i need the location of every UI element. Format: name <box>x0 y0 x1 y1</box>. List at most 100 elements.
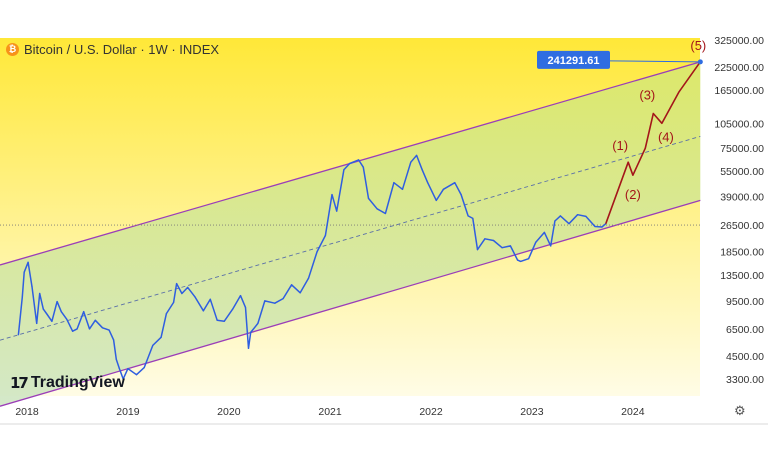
x-tick-label: 2022 <box>419 406 443 418</box>
channel-lower-line <box>0 199 701 407</box>
price-point <box>76 328 78 330</box>
y-tick-label: 75000.00 <box>720 143 764 155</box>
price-point <box>554 220 556 222</box>
price-point <box>264 300 266 302</box>
price-axis-background <box>700 38 768 396</box>
price-point <box>152 344 154 346</box>
chart-title: ₿ Bitcoin / U.S. Dollar · 1W · INDEX <box>6 42 219 57</box>
price-point <box>476 249 479 251</box>
price-point <box>94 319 96 321</box>
y-tick-label: 225000.00 <box>714 62 764 74</box>
price-point <box>247 347 250 349</box>
wave-label: (2) <box>625 187 641 202</box>
price-point <box>135 374 138 376</box>
price-point <box>194 296 196 298</box>
y-tick-label: 325000.00 <box>714 35 764 47</box>
y-tick-label: 39000.00 <box>720 192 764 204</box>
price-point <box>509 245 511 247</box>
price-point <box>36 322 38 324</box>
price-point <box>282 298 284 300</box>
price-point <box>307 277 310 279</box>
price-point <box>442 188 444 190</box>
tradingview-logo-text: TradingView <box>30 374 125 391</box>
price-point <box>492 239 495 242</box>
y-tick-label: 3300.00 <box>726 374 764 386</box>
price-point <box>173 301 175 303</box>
price-point <box>291 284 293 286</box>
price-point <box>108 329 110 331</box>
price-point <box>331 194 333 196</box>
price-point <box>209 298 211 300</box>
y-tick-label: 4500.00 <box>726 351 764 363</box>
y-tick-label: 13500.00 <box>720 270 764 282</box>
price-point <box>165 313 167 315</box>
price-point <box>143 367 145 369</box>
price-point <box>427 182 429 184</box>
price-point <box>376 208 378 210</box>
price-point <box>88 328 91 330</box>
price-point <box>324 234 326 237</box>
price-point <box>343 169 345 171</box>
price-point <box>550 245 552 247</box>
price-point <box>27 261 29 263</box>
price-point <box>358 159 360 161</box>
y-tick-label: 55000.00 <box>720 166 764 178</box>
price-point <box>349 162 351 165</box>
price-point <box>467 215 469 217</box>
price-point <box>517 259 519 261</box>
price-point <box>421 169 423 171</box>
price-point <box>17 334 19 336</box>
projection-line <box>605 61 701 224</box>
time-axis-background <box>0 396 768 424</box>
price-point <box>176 283 178 285</box>
x-tick-label: 2018 <box>15 406 39 418</box>
x-tick-label: 2021 <box>318 406 342 418</box>
price-point <box>160 336 162 338</box>
price-point <box>127 368 129 370</box>
price-point <box>39 292 41 295</box>
price-point <box>336 210 338 212</box>
price-point <box>223 320 225 322</box>
x-tick-label: 2024 <box>621 406 645 418</box>
x-tick-label: 2019 <box>116 406 140 418</box>
price-point <box>244 306 247 308</box>
wave-label: (5) <box>690 38 706 53</box>
price-point <box>460 194 462 196</box>
wave-label: (3) <box>639 87 655 102</box>
price-point <box>585 215 587 217</box>
price-point <box>250 331 252 333</box>
price-point <box>72 330 74 332</box>
price-tag-connector <box>609 60 701 63</box>
price-point <box>46 313 48 316</box>
price-point <box>568 223 570 225</box>
price-point <box>51 320 53 322</box>
price-point <box>543 231 546 233</box>
price-point <box>384 212 386 215</box>
price-point <box>42 308 44 310</box>
price-point <box>316 251 318 253</box>
price-point <box>66 318 68 320</box>
price-point <box>23 271 25 273</box>
gear-icon[interactable]: ⚙ <box>734 404 746 419</box>
price-point <box>118 368 120 370</box>
price-point <box>187 286 189 288</box>
price-point <box>393 182 395 184</box>
y-tick-label: 165000.00 <box>714 85 764 97</box>
tradingview-icon: 17 <box>10 374 29 392</box>
channel-fill <box>0 61 701 407</box>
price-point <box>122 378 124 380</box>
chart-title-text: Bitcoin / U.S. Dollar · 1W · INDEX <box>24 42 220 57</box>
price-point <box>520 260 522 262</box>
price-point <box>216 319 218 321</box>
y-tick-label: 105000.00 <box>714 118 764 130</box>
price-point <box>101 327 104 329</box>
price-point <box>601 226 603 228</box>
price-point <box>56 301 58 303</box>
price-point <box>528 258 530 260</box>
price-point <box>274 302 276 304</box>
tradingview-logo[interactable]: 17 TradingView <box>10 374 125 392</box>
wave-label: (1) <box>612 138 628 153</box>
price-point <box>484 238 486 240</box>
